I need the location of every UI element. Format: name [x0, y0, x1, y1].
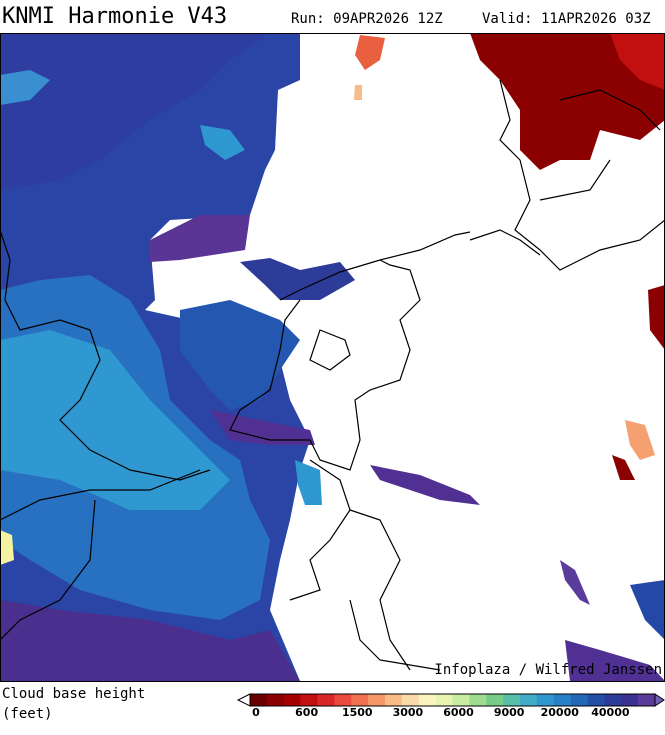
- cloud-region: [0, 600, 300, 681]
- color-swatch: [250, 694, 268, 706]
- color-swatch: [300, 694, 318, 706]
- color-swatch: [621, 694, 639, 706]
- color-swatch: [452, 694, 470, 706]
- colorbar-tick-label: 6000: [443, 706, 474, 719]
- cloud-region: [0, 330, 230, 510]
- color-swatch: [486, 694, 504, 706]
- colorbar-tick-label: 600: [295, 706, 318, 719]
- cloud-region: [0, 530, 14, 565]
- cloud-region: [240, 258, 355, 300]
- color-swatch: [351, 694, 369, 706]
- color-swatch: [553, 694, 571, 706]
- colorbar-tick-label: 1500: [342, 706, 373, 719]
- colorbar-tick-label: 3000: [393, 706, 424, 719]
- color-swatch: [536, 694, 555, 706]
- cloud-region: [470, 33, 665, 170]
- cloud-region: [0, 70, 50, 105]
- color-swatch: [317, 694, 335, 706]
- color-swatch: [401, 694, 420, 706]
- cloud-region: [0, 33, 270, 190]
- cloud-region: [355, 35, 385, 70]
- run-time: Run: 09APR2026 12Z: [291, 11, 443, 27]
- colorbar-tick-label: 9000: [494, 706, 525, 719]
- color-swatch: [368, 694, 386, 706]
- colorbar-tick-label: 40000: [591, 706, 630, 719]
- cloud-region: [648, 285, 665, 350]
- cloud-region: [610, 33, 665, 90]
- color-swatch: [385, 694, 403, 706]
- colorbar-tick-label: 0: [252, 706, 260, 719]
- color-swatch: [266, 694, 285, 706]
- color-swatch: [587, 694, 605, 706]
- cloud-region: [630, 580, 665, 640]
- color-swatch: [469, 694, 487, 706]
- map: Infoplaza / Wilfred Janssen: [0, 33, 665, 682]
- cloud-region: [560, 560, 590, 605]
- color-swatch: [334, 694, 352, 706]
- valid-time: Valid: 11APR2026 03Z: [482, 11, 651, 27]
- cloud-region: [200, 125, 245, 160]
- cloud-region: [625, 420, 655, 460]
- cloud-region: [150, 215, 250, 262]
- colorbar-tick-label: 20000: [541, 706, 580, 719]
- color-swatch: [638, 694, 656, 706]
- cloud-region: [370, 465, 480, 505]
- colorbar: 0 600 1500 3000 6000 9000 20000 40000: [236, 693, 665, 719]
- color-swatch: [604, 694, 622, 706]
- color-swatch: [570, 694, 588, 706]
- credit: Infoplaza / Wilfred Janssen: [434, 662, 662, 678]
- color-swatch: [283, 694, 301, 706]
- legend-unit: (feet): [2, 706, 53, 722]
- cloud-region: [354, 85, 362, 100]
- cloud-region: [295, 460, 322, 505]
- cloud-region: [565, 640, 665, 681]
- color-swatch: [418, 694, 436, 706]
- cloud-region: [612, 455, 635, 480]
- color-swatch: [435, 694, 453, 706]
- color-swatch: [503, 694, 521, 706]
- legend-title: Cloud base height: [2, 686, 145, 702]
- title: KNMI Harmonie V43: [2, 4, 227, 29]
- cloud-region: [180, 300, 300, 410]
- borders: [0, 79, 665, 671]
- colorbar-frame: [249, 693, 656, 707]
- color-swatch: [520, 694, 538, 706]
